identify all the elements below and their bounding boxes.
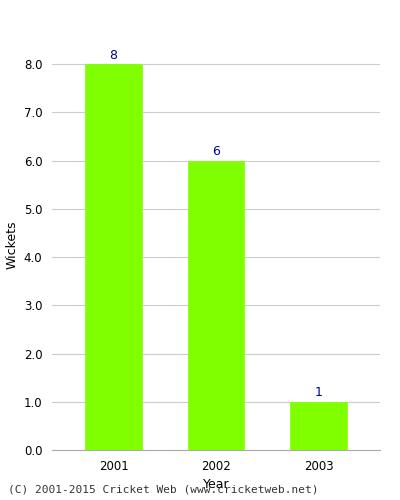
Bar (290, 402, 347, 450)
Text: 6: 6 (212, 145, 220, 158)
Bar (188, 160, 244, 450)
Text: (C) 2001-2015 Cricket Web (www.cricketweb.net): (C) 2001-2015 Cricket Web (www.cricketwe… (8, 485, 318, 495)
Text: 8: 8 (110, 48, 118, 62)
Y-axis label: Wickets: Wickets (5, 221, 18, 269)
Bar (85, 64, 142, 450)
Text: 1: 1 (314, 386, 322, 400)
X-axis label: Year: Year (203, 478, 229, 492)
